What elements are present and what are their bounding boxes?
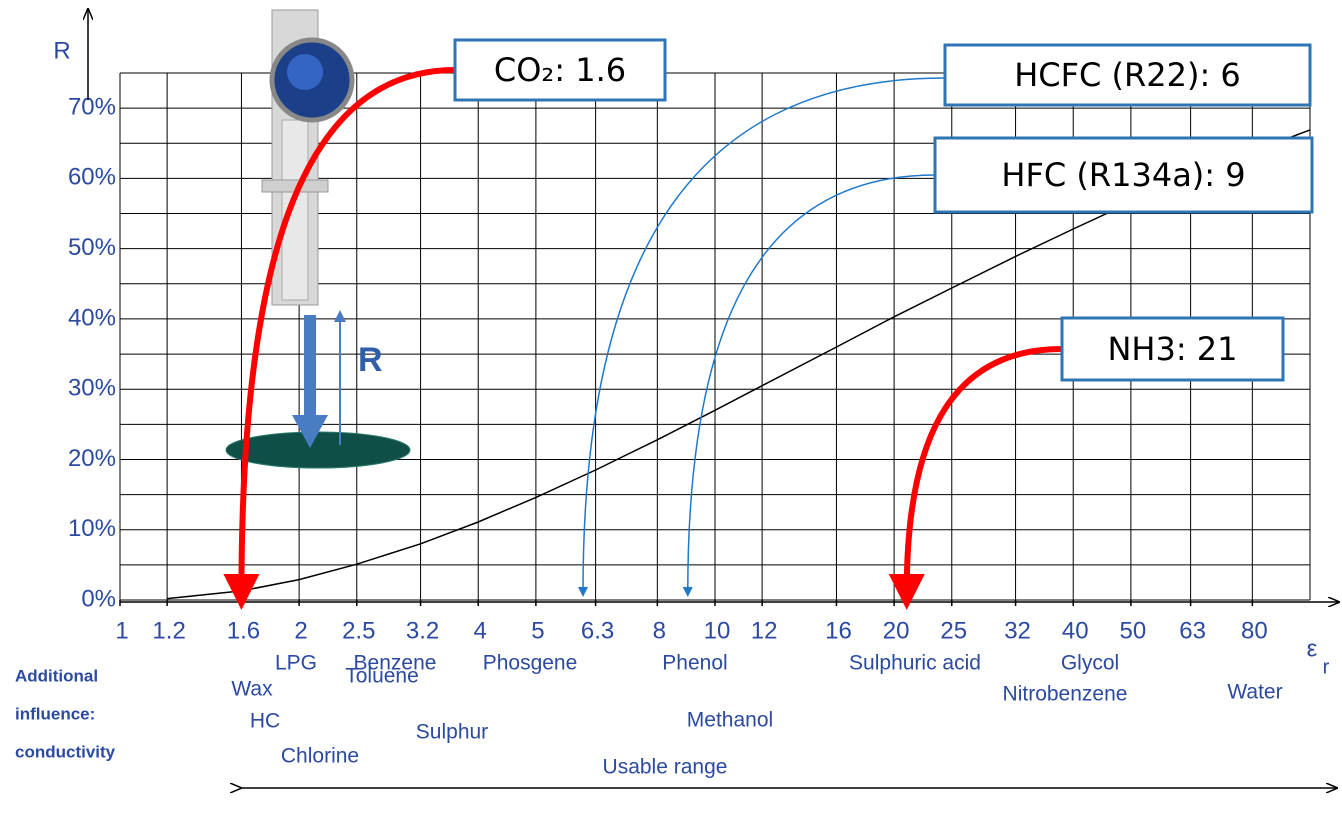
material-label: Water <box>1227 681 1282 704</box>
x-tick-label: 63 <box>1179 617 1206 644</box>
x-tick-label: 16 <box>825 617 852 644</box>
material-label: Sulphuric acid <box>849 652 981 675</box>
x-axis-label: ε <box>1307 635 1318 662</box>
callout-text: HFC (R134a): 9 <box>1001 156 1245 194</box>
x-tick-label: 2.5 <box>342 617 375 644</box>
wave-up-head <box>334 310 346 322</box>
x-tick-label: 8 <box>653 617 666 644</box>
x-tick-label: 50 <box>1120 617 1147 644</box>
callout-box <box>933 136 1314 214</box>
y-tick-label: 50% <box>68 234 116 261</box>
note-text: influence: <box>15 704 95 723</box>
illustration-label: R <box>358 341 383 379</box>
wave-down-head <box>292 415 328 448</box>
material-label: Glycol <box>1061 652 1119 675</box>
range-label: Usable range <box>603 756 728 779</box>
x-tick-label: 1 <box>115 617 128 644</box>
material-label: Phosgene <box>483 652 578 675</box>
callout-arrow <box>888 346 1063 610</box>
x-axis-label-sub: r <box>1323 656 1330 678</box>
note-text: Additional <box>15 666 98 685</box>
sensor-rod <box>281 119 309 301</box>
x-tick-label: 6.3 <box>581 617 614 644</box>
x-tick-label: 10 <box>704 617 731 644</box>
material-label: LPG <box>275 652 317 675</box>
x-tick-label: 4 <box>474 617 487 644</box>
callout-arrow <box>223 67 456 610</box>
surface <box>225 431 411 469</box>
y-tick-label: 60% <box>68 164 116 191</box>
sensor-lens <box>287 54 323 90</box>
x-tick-label: 3.2 <box>406 617 439 644</box>
foreground: 0% 10% 20% 30% 40% 50% 60% 70% 1 1.2 1.6 2 2.5 3.2 4 5 6… <box>15 10 1338 788</box>
x-tick-label: 20 <box>883 617 910 644</box>
callout-text: CO₂: 1.6 <box>494 51 626 89</box>
material-label: Benzene <box>354 652 437 675</box>
callout-text: NH3: 21 <box>1107 330 1237 368</box>
material-label: Toluene <box>345 665 419 688</box>
y-tick-label: 40% <box>68 304 116 331</box>
material-label: Methanol <box>687 709 773 732</box>
material-label: Nitrobenzene <box>1003 683 1128 706</box>
callout-text: HCFC (R22): 6 <box>1014 56 1241 94</box>
x-tick-label: 40 <box>1062 617 1089 644</box>
callout-arrow <box>578 77 946 597</box>
x-tick-label: 2 <box>294 617 307 644</box>
note-text: conductivity <box>15 742 116 761</box>
y-tick-label: 10% <box>68 515 116 542</box>
x-tick-label: 32 <box>1004 617 1031 644</box>
callout-box <box>943 43 1312 107</box>
x-tick-label: 80 <box>1241 617 1268 644</box>
material-label: Phenol <box>662 652 727 675</box>
material-label: Wax <box>231 678 273 701</box>
x-tick-label: 1.2 <box>152 617 185 644</box>
x-tick-label: 5 <box>531 617 544 644</box>
material-label: HC <box>250 710 280 733</box>
material-label: Chlorine <box>281 745 359 768</box>
callout-arrow <box>682 174 936 597</box>
x-tick-label: 25 <box>940 617 967 644</box>
y-axis-label: R <box>53 37 70 64</box>
y-tick-label: 70% <box>68 93 116 120</box>
material-label: Sulphur <box>416 721 488 744</box>
x-tick-label: 12 <box>751 617 778 644</box>
y-tick-label: 0% <box>81 585 116 612</box>
sensor-illustration: R <box>225 9 411 469</box>
callout-box <box>1060 316 1285 382</box>
y-tick-label: 20% <box>68 445 116 472</box>
x-tick-label: 1.6 <box>227 617 260 644</box>
y-tick-label: 30% <box>68 375 116 402</box>
callout-box <box>453 38 667 102</box>
